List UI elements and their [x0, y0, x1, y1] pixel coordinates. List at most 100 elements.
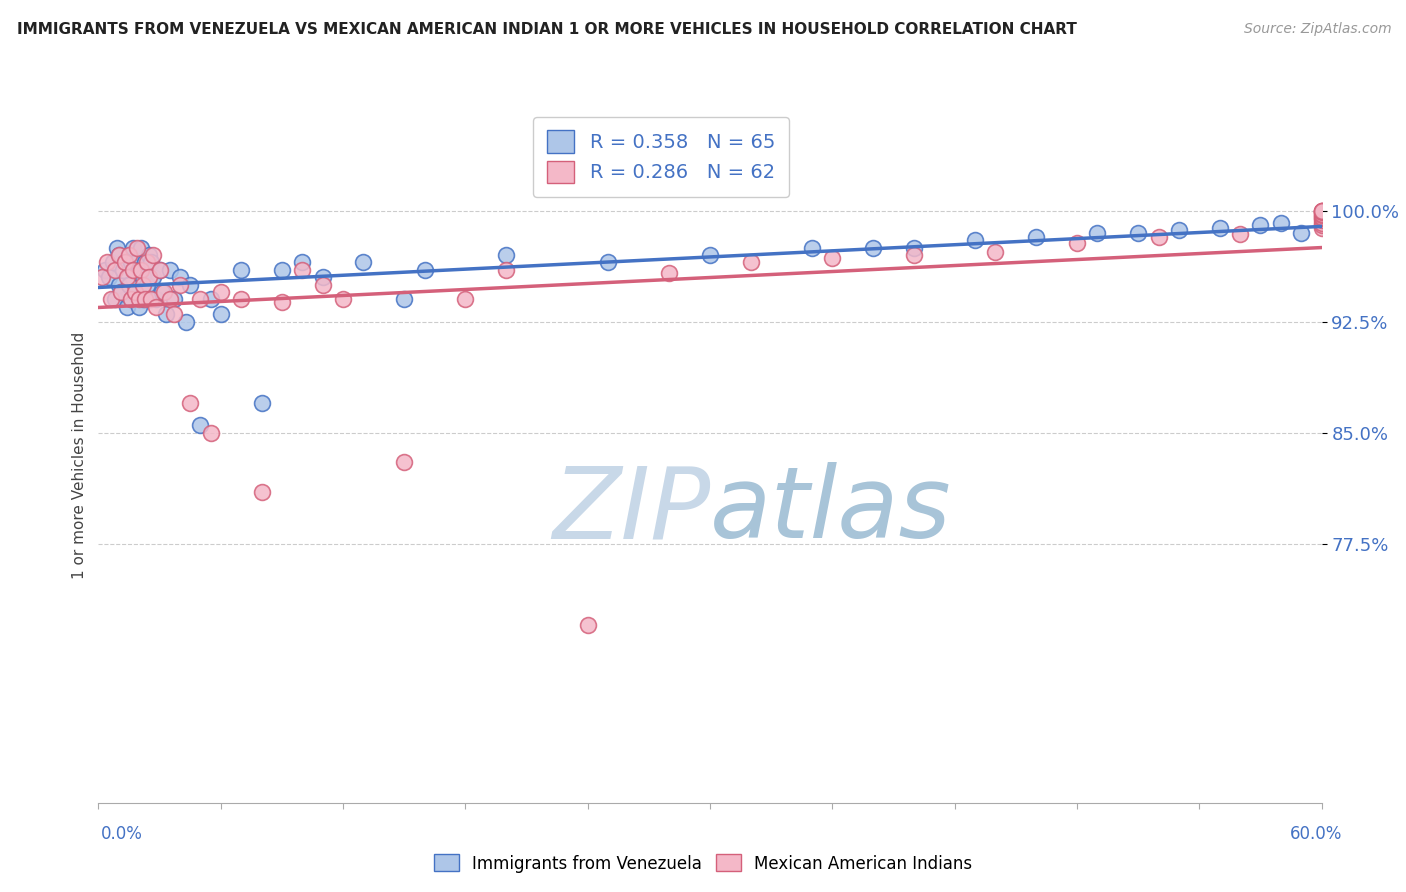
Point: [862, 241, 884, 255]
Point: [1249, 219, 1271, 233]
Point: [413, 263, 436, 277]
Point: [159, 263, 181, 277]
Point: [159, 293, 181, 307]
Point: [136, 277, 159, 292]
Point: [111, 263, 134, 277]
Point: [145, 300, 167, 314]
Point: [1025, 230, 1047, 244]
Point: [169, 270, 191, 285]
Point: [122, 241, 145, 255]
Text: 0.0%: 0.0%: [101, 825, 143, 843]
Point: [104, 293, 127, 307]
Point: [231, 293, 253, 307]
Point: [114, 255, 136, 269]
Point: [392, 293, 416, 307]
Point: [155, 307, 177, 321]
Point: [128, 300, 150, 314]
Point: [1310, 210, 1333, 224]
Point: [152, 285, 174, 299]
Point: [108, 248, 131, 262]
Point: [291, 263, 314, 277]
Point: [801, 241, 824, 255]
Point: [1310, 208, 1333, 222]
Point: [1291, 226, 1313, 240]
Point: [188, 293, 212, 307]
Point: [1270, 215, 1292, 229]
Point: [122, 263, 145, 277]
Point: [188, 418, 212, 433]
Point: [105, 241, 128, 255]
Point: [132, 270, 155, 285]
Point: [1310, 205, 1333, 219]
Point: [392, 455, 416, 469]
Point: [118, 248, 141, 262]
Point: [124, 285, 146, 299]
Point: [127, 241, 149, 255]
Point: [124, 263, 146, 277]
Point: [1310, 211, 1333, 225]
Point: [149, 263, 172, 277]
Point: [114, 255, 136, 269]
Point: [163, 307, 186, 321]
Point: [138, 270, 160, 285]
Point: [134, 255, 156, 269]
Point: [91, 270, 114, 285]
Text: 60.0%: 60.0%: [1291, 825, 1343, 843]
Point: [127, 255, 149, 269]
Point: [965, 233, 987, 247]
Point: [128, 263, 150, 277]
Point: [1310, 221, 1333, 235]
Point: [1209, 221, 1232, 235]
Point: [124, 285, 146, 299]
Point: [108, 277, 131, 292]
Point: [115, 300, 138, 314]
Point: [149, 263, 172, 277]
Point: [93, 263, 115, 277]
Point: [120, 293, 142, 307]
Point: [740, 255, 762, 269]
Point: [270, 295, 294, 310]
Point: [96, 255, 118, 269]
Point: [101, 255, 124, 269]
Point: [821, 251, 844, 265]
Point: [658, 266, 681, 280]
Point: [108, 248, 131, 262]
Point: [598, 255, 620, 269]
Point: [142, 270, 165, 285]
Point: [231, 263, 253, 277]
Point: [142, 248, 165, 262]
Point: [118, 248, 141, 262]
Point: [454, 293, 477, 307]
Point: [1310, 203, 1333, 218]
Point: [209, 307, 232, 321]
Y-axis label: 1 or more Vehicles in Household: 1 or more Vehicles in Household: [72, 331, 87, 579]
Point: [174, 315, 197, 329]
Text: ZIP: ZIP: [551, 462, 710, 559]
Point: [270, 263, 294, 277]
Point: [97, 270, 120, 285]
Point: [134, 293, 156, 307]
Point: [1147, 230, 1170, 244]
Point: [250, 396, 273, 410]
Point: [138, 293, 160, 307]
Point: [145, 293, 167, 307]
Point: [104, 263, 127, 277]
Point: [141, 293, 163, 307]
Point: [495, 263, 517, 277]
Point: [136, 255, 159, 269]
Point: [128, 293, 150, 307]
Point: [291, 255, 314, 269]
Point: [495, 248, 517, 262]
Point: [984, 245, 1007, 260]
Point: [100, 293, 122, 307]
Point: [1066, 236, 1088, 251]
Point: [132, 277, 155, 292]
Point: [699, 248, 721, 262]
Legend: R = 0.358   N = 65, R = 0.286   N = 62: R = 0.358 N = 65, R = 0.286 N = 62: [533, 117, 789, 196]
Point: [250, 484, 273, 499]
Point: [118, 277, 141, 292]
Point: [1310, 219, 1333, 233]
Point: [141, 255, 163, 269]
Point: [1085, 226, 1108, 240]
Point: [312, 270, 335, 285]
